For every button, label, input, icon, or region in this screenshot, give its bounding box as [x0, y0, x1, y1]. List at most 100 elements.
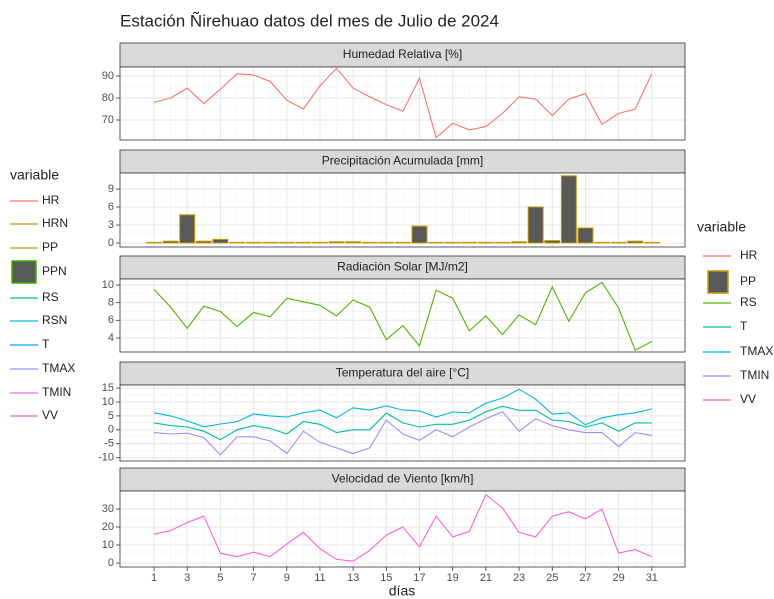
line: [153, 411, 652, 456]
y-tick-label: 5: [108, 410, 114, 422]
y-tick-label: 10: [102, 279, 114, 291]
bar: [328, 241, 345, 244]
y-tick-label: 0: [108, 237, 114, 249]
legend-label: HR: [42, 193, 60, 207]
panel: [120, 67, 685, 140]
panel-border: [119, 384, 686, 462]
bar: [311, 241, 328, 244]
y-tick-label: -5: [104, 438, 114, 450]
x-tick-label: 11: [314, 572, 325, 584]
bar: [577, 227, 594, 244]
x-tick-label: 9: [284, 572, 290, 584]
bar: [179, 214, 196, 244]
panel-border: [119, 172, 686, 248]
y-tick-label: 6: [108, 314, 114, 326]
legend-label: HRN: [42, 216, 68, 230]
x-tick-label: 23: [513, 572, 525, 584]
x-tick-label: 21: [480, 572, 492, 584]
y-tick-label: 20: [102, 521, 114, 533]
legend-label: VV: [42, 408, 58, 422]
bar: [411, 225, 428, 244]
panel-title: Radiación Solar [MJ/m2]: [337, 260, 468, 274]
y-tick-label: 0: [108, 424, 114, 436]
bar: [195, 240, 212, 244]
line: [153, 281, 653, 352]
y-tick-label: -10: [98, 452, 114, 464]
panel-title: Precipitación Acumulada [mm]: [322, 154, 483, 168]
line: [153, 493, 653, 562]
y-tick-label: 15: [102, 382, 114, 394]
y-tick-label: 6: [108, 201, 114, 213]
legend-key: [707, 270, 729, 294]
bar: [461, 241, 478, 244]
panel: [120, 491, 685, 567]
legend-label: T: [740, 319, 748, 333]
panel-border: [119, 278, 686, 353]
bar: [162, 240, 179, 244]
x-tick-label: 17: [413, 572, 425, 584]
chart-title: Estación Ñirehuao datos del mes de Julio…: [120, 11, 499, 30]
bar: [245, 241, 262, 244]
legend-label: PP: [740, 274, 756, 288]
y-tick-label: 10: [102, 396, 114, 408]
bar: [295, 241, 312, 244]
panel: [120, 279, 685, 352]
panel: [120, 173, 685, 247]
y-tick-label: 30: [102, 503, 114, 515]
bar: [477, 241, 494, 244]
x-tick-label: 3: [184, 572, 190, 584]
panel-title: Temperatura del aire [°C]: [336, 366, 470, 380]
y-tick-label: 90: [102, 70, 114, 82]
bar: [643, 241, 660, 244]
y-tick-label: 10: [102, 539, 114, 551]
bar: [594, 241, 611, 244]
legend-label: TMAX: [740, 344, 773, 358]
legend-label: RS: [42, 290, 59, 304]
y-tick-label: 9: [108, 183, 114, 195]
legend-label: VV: [740, 392, 756, 406]
x-tick-label: 31: [646, 572, 658, 584]
y-tick-label: 70: [102, 114, 114, 126]
bar: [361, 241, 378, 244]
legend-label: HR: [740, 248, 758, 262]
bar: [146, 241, 162, 244]
bar: [544, 240, 561, 244]
panel-border: [119, 66, 686, 141]
y-tick-label: 3: [108, 219, 114, 231]
bar: [627, 240, 644, 244]
bar: [610, 241, 627, 244]
y-tick-label: 80: [102, 92, 114, 104]
line: [153, 67, 653, 139]
bar: [560, 175, 577, 244]
bar: [494, 241, 511, 244]
legend-label: RSN: [42, 313, 67, 327]
bar: [394, 241, 411, 244]
legend-label: TMIN: [42, 385, 71, 399]
x-tick-label: 15: [380, 572, 392, 584]
panel-title: Velocidad de Viento [km/h]: [332, 472, 474, 486]
x-tick-label: 19: [447, 572, 459, 584]
bar: [229, 241, 245, 244]
bar: [212, 238, 229, 244]
bar: [378, 241, 395, 244]
bar: [428, 241, 445, 244]
bar: [444, 241, 461, 244]
x-tick-label: 7: [251, 572, 257, 584]
bar: [527, 206, 544, 244]
x-tick-label: 5: [217, 572, 223, 584]
y-tick-label: 8: [108, 297, 114, 309]
bar: [262, 241, 279, 244]
bar: [511, 241, 528, 244]
legend-key: [11, 260, 37, 284]
y-tick-label: 4: [108, 332, 114, 344]
legend-title: variable: [10, 167, 59, 183]
legend-title: variable: [697, 219, 746, 235]
x-tick-label: 29: [613, 572, 625, 584]
panel-title: Humedad Relativa [%]: [343, 47, 462, 61]
legend-label: RS: [740, 295, 757, 309]
line: [153, 388, 652, 428]
bar: [345, 241, 362, 244]
panel-border: [119, 490, 686, 568]
x-axis-label: días: [389, 583, 415, 599]
